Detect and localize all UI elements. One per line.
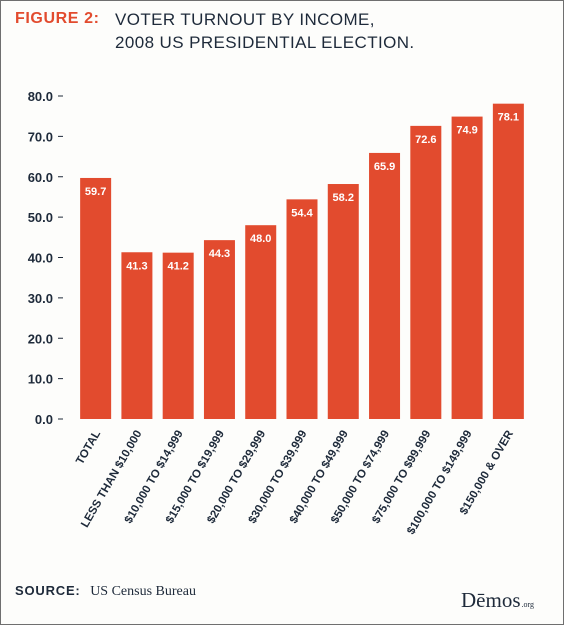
chart-title-line-1: VOTER TURNOUT BY INCOME, (115, 10, 375, 29)
bar (162, 252, 194, 419)
y-tick-label: 10.0 (28, 372, 53, 387)
logo-wordmark: Dēmos (461, 588, 521, 612)
bar-value-label: 41.2 (167, 261, 188, 273)
demos-logo: Dēmos.org (461, 588, 534, 613)
bar-value-label: 54.4 (291, 207, 313, 219)
bar-value-label: 78.1 (498, 112, 519, 124)
bar (286, 199, 318, 419)
bar (327, 184, 359, 419)
y-tick-label: 50.0 (28, 210, 53, 225)
figure-label: FIGURE 2: (15, 10, 100, 27)
bars-group: 59.7 41.3 41.2 44.3 48.0 54.4 58.2 65.9 72.6 74.9… (80, 103, 524, 419)
bar-chart: 0.0 10.0 20.0 30.0 40.0 50.0 60.0 70.0 80.0 59.7… (28, 89, 524, 537)
logo-suffix: .org (521, 600, 535, 609)
bar-value-label: 58.2 (333, 192, 354, 204)
bar (492, 103, 524, 419)
y-tick-label: 70.0 (28, 129, 53, 144)
bar (451, 116, 483, 419)
source-note: SOURCE: US Census Bureau (15, 583, 196, 600)
y-tick-label: 0.0 (35, 412, 53, 427)
source-label: SOURCE: (15, 583, 81, 598)
y-axis: 0.0 10.0 20.0 30.0 40.0 50.0 60.0 70.0 80.0 (28, 89, 63, 427)
bar (121, 252, 153, 419)
x-category-label: TOTAL (74, 429, 103, 467)
bar (410, 125, 442, 419)
y-tick-label: 30.0 (28, 291, 53, 306)
bar (245, 225, 277, 419)
bar-value-label: 74.9 (456, 125, 477, 137)
bar-value-label: 65.9 (374, 161, 395, 173)
y-tick-label: 20.0 (28, 331, 53, 346)
bar-value-label: 59.7 (85, 186, 106, 198)
bar (80, 177, 112, 419)
bar (203, 240, 235, 419)
bar-value-label: 48.0 (250, 233, 271, 245)
bar-value-label: 41.3 (126, 260, 147, 272)
y-tick-label: 80.0 (28, 89, 53, 104)
chart-title-line-2: 2008 US PRESIDENTIAL ELECTION. (115, 33, 415, 52)
bar-value-label: 72.6 (415, 134, 436, 146)
y-tick-label: 60.0 (28, 170, 53, 185)
source-text: US Census Bureau (90, 584, 196, 599)
y-tick-label: 40.0 (28, 251, 53, 266)
bar-value-label: 44.3 (209, 248, 230, 260)
bar (369, 152, 401, 419)
